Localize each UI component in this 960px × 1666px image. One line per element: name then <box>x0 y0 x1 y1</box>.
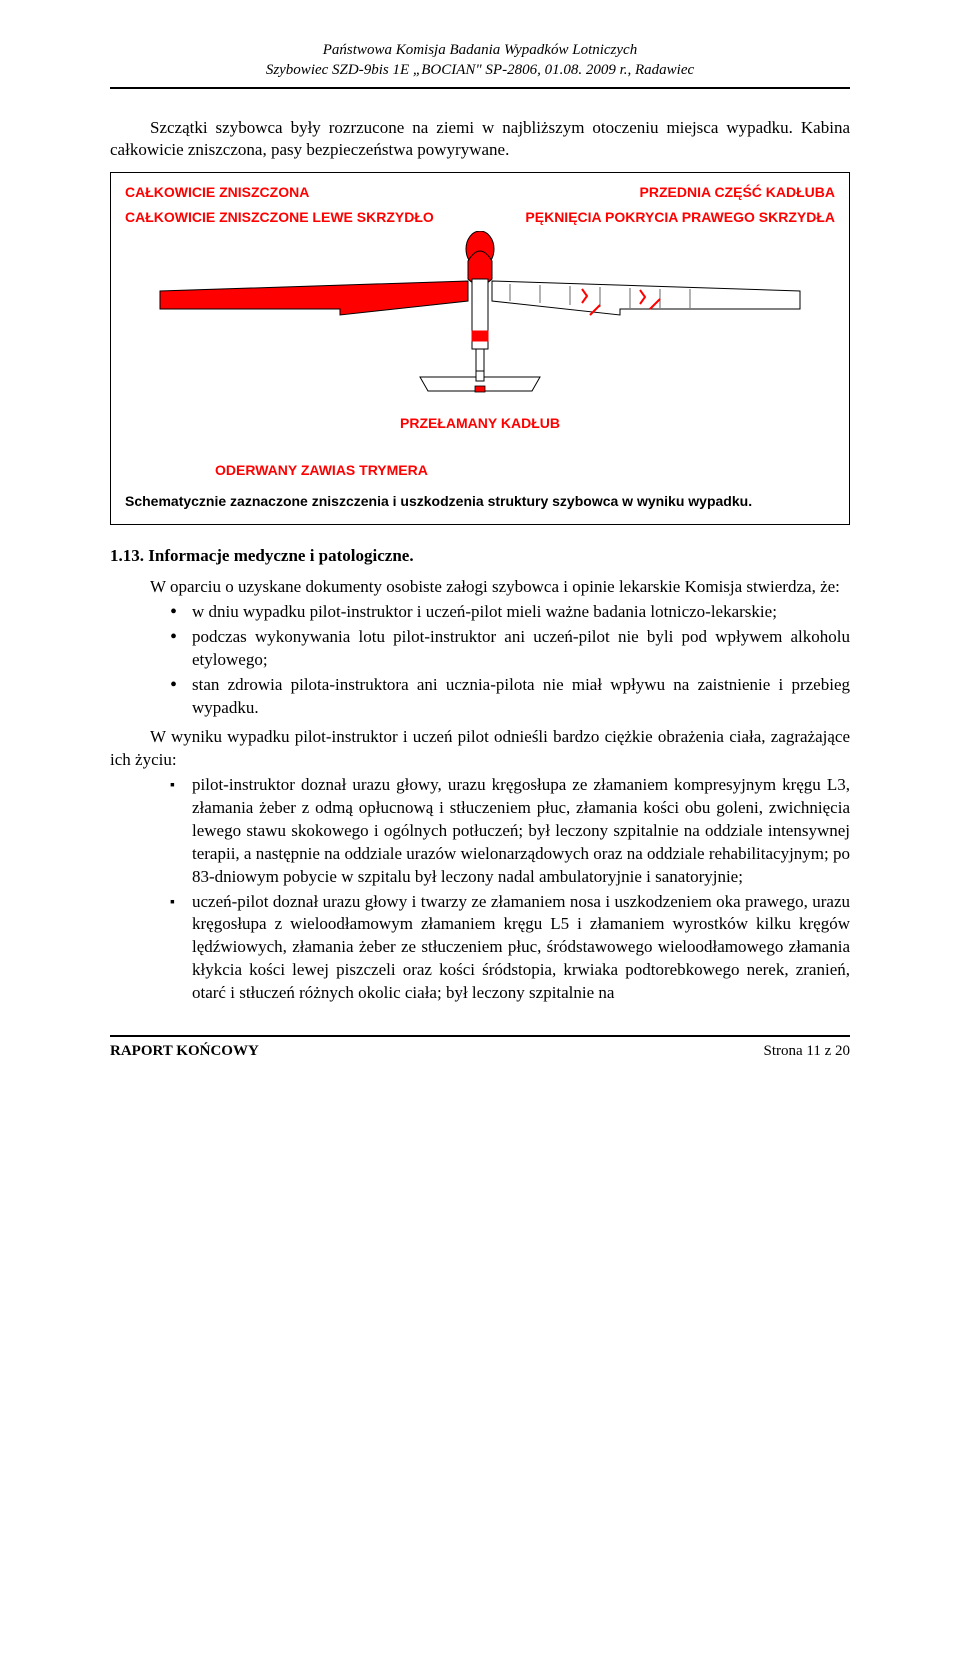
label-broken-fuselage: PRZEŁAMANY KADŁUB <box>125 414 835 433</box>
glider-diagram <box>125 231 835 408</box>
list-item: podczas wykonywania lotu pilot-instrukto… <box>170 626 850 672</box>
diagram-top-row: CAŁKOWICIE ZNISZCZONA PRZEDNIA CZĘŚĆ KAD… <box>125 183 835 202</box>
intro-paragraph: Szczątki szybowca były rozrzucone na zie… <box>110 117 850 163</box>
header-line-2: Szybowiec SZD-9bis 1E „BOCIAN" SP-2806, … <box>110 60 850 80</box>
square-bullet-list: pilot-instruktor doznał urazu głowy, ura… <box>110 774 850 1005</box>
section-para-2: W wyniku wypadku pilot-instruktor i ucze… <box>110 726 850 772</box>
label-front-destroyed: CAŁKOWICIE ZNISZCZONA <box>125 183 309 202</box>
section-heading: 1.13. Informacje medyczne i patologiczne… <box>110 545 850 568</box>
round-bullet-list: w dniu wypadku pilot-instruktor i uczeń-… <box>110 601 850 720</box>
label-right-wing: PĘKNIĘCIA POKRYCIA PRAWEGO SKRZYDŁA <box>525 208 835 227</box>
label-trimmer-hinge: ODERWANY ZAWIAS TRYMERA <box>215 461 835 480</box>
section-para-1: W oparciu o uzyskane dokumenty osobiste … <box>110 576 850 599</box>
diagram-second-row: CAŁKOWICIE ZNISZCZONE LEWE SKRZYDŁO PĘKN… <box>125 208 835 227</box>
diagram-caption: Schematycznie zaznaczone zniszczenia i u… <box>125 492 835 511</box>
page-footer: RAPORT KOŃCOWY Strona 11 z 20 <box>110 1035 850 1061</box>
list-item: pilot-instruktor doznał urazu głowy, ura… <box>170 774 850 889</box>
footer-left: RAPORT KOŃCOWY <box>110 1041 259 1061</box>
footer-right: Strona 11 z 20 <box>763 1041 850 1061</box>
header-line-1: Państwowa Komisja Badania Wypadków Lotni… <box>110 40 850 60</box>
label-front-part: PRZEDNIA CZĘŚĆ KADŁUBA <box>640 183 835 202</box>
list-item: w dniu wypadku pilot-instruktor i uczeń-… <box>170 601 850 624</box>
list-item: stan zdrowia pilota-instruktora ani uczn… <box>170 674 850 720</box>
page-header: Państwowa Komisja Badania Wypadków Lotni… <box>110 40 850 89</box>
glider-svg-icon <box>140 231 820 401</box>
damage-diagram-container: CAŁKOWICIE ZNISZCZONA PRZEDNIA CZĘŚĆ KAD… <box>110 172 850 525</box>
list-item: uczeń-pilot doznał urazu głowy i twarzy … <box>170 891 850 1006</box>
label-left-wing: CAŁKOWICIE ZNISZCZONE LEWE SKRZYDŁO <box>125 208 434 227</box>
